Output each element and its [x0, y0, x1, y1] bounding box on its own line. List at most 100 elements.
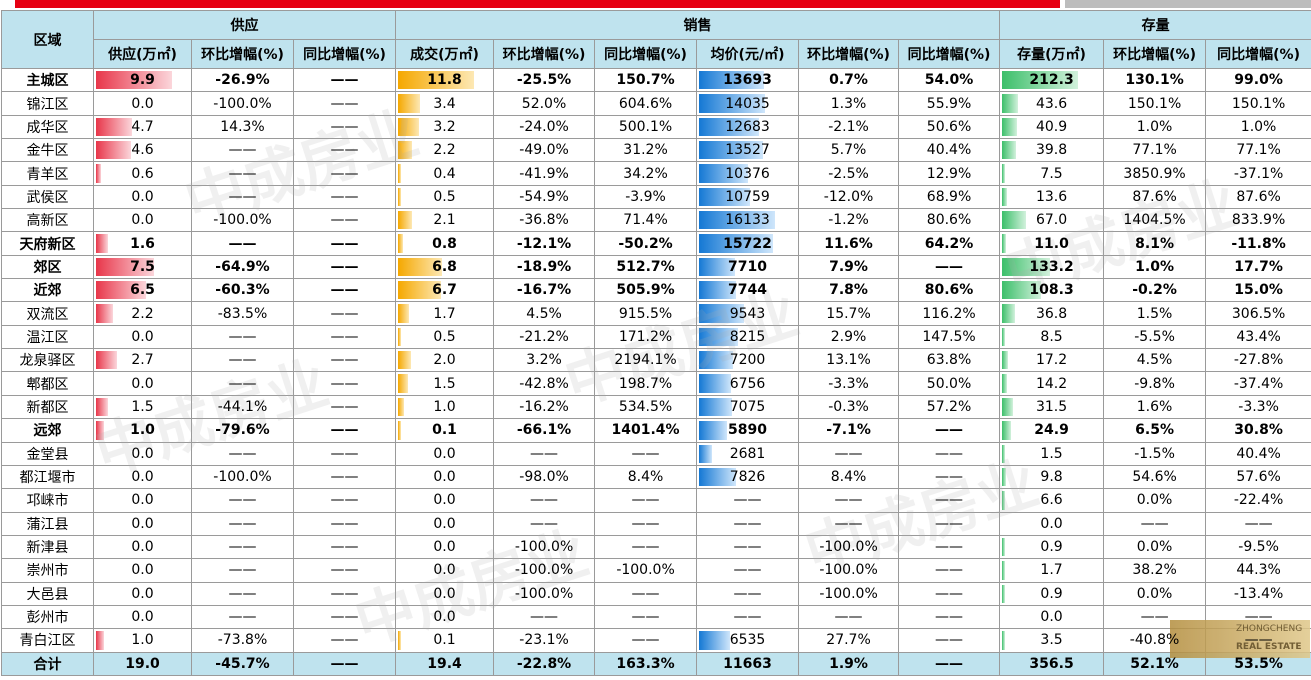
cell-value: ——	[228, 539, 257, 556]
cell-value: -26.9%	[215, 72, 270, 89]
cell-value: 3.2%	[526, 352, 562, 369]
data-cell: 77.1%	[1103, 138, 1207, 163]
data-cell: 0.5	[395, 324, 495, 350]
value-bar	[699, 327, 738, 347]
cell-value: 10376	[725, 165, 770, 182]
data-cell: ——	[696, 581, 800, 606]
data-cell: 0.0%	[1103, 581, 1207, 606]
data-cell: ——	[292, 418, 397, 443]
cell-value: 3850.9%	[1123, 165, 1186, 182]
cell-value: 212.3	[1029, 72, 1074, 89]
cell-value: 15.0%	[1234, 282, 1283, 299]
value-bar	[96, 257, 154, 277]
data-cell: ——	[493, 488, 596, 513]
region-name-cell: 成华区	[1, 114, 94, 140]
header-sales: 销售	[395, 10, 1001, 40]
table-row: 武侯区 0.0 —— —— 0.5 -54.9% -3.9% 10759 -12.0% 68.9%…	[1, 184, 1311, 210]
data-cell: 0.0	[93, 558, 192, 583]
cell-value: 163.3%	[616, 655, 675, 672]
cell-value: ——	[228, 188, 257, 205]
cell-value: 4.5%	[1136, 352, 1173, 369]
region-name-cell: 合计	[1, 651, 94, 676]
data-cell: 4.5%	[493, 301, 596, 326]
cell-value: ——	[631, 609, 660, 626]
cell-value: 13.1%	[826, 352, 871, 369]
data-cell: 11663	[696, 651, 800, 676]
data-cell: 6.7	[395, 278, 495, 303]
table-row: 郊区 7.5 -64.9% —— 6.8 -18.9% 512.7% 7710 7.9% —— 13…	[1, 254, 1311, 280]
cell-value: 19.0	[125, 655, 160, 672]
cell-value: ——	[330, 235, 359, 252]
data-cell: 36.8	[999, 301, 1105, 326]
table-row: 远郊 1.0 -79.6% —— 0.1 -66.1% 1401.4% 5890 -7.1% ——…	[1, 418, 1311, 443]
cell-value: 0.9	[1040, 539, 1063, 556]
cell-value: 27.7%	[826, 632, 871, 649]
data-cell: 6756	[696, 371, 800, 396]
cell-value: 7744	[728, 282, 768, 299]
cell-value: -54.9%	[519, 188, 569, 205]
region-name-cell: 都江堰市	[1, 464, 94, 490]
data-cell: 171.2%	[594, 324, 698, 350]
cell-value: ——	[330, 398, 359, 415]
cell-value: 1.0%	[1240, 118, 1277, 135]
cell-value: ——	[1140, 609, 1169, 626]
data-cell: ——	[493, 441, 596, 466]
data-cell: 0.0	[93, 324, 192, 350]
cell-value: ——	[1140, 515, 1169, 532]
data-cell: 8.4%	[798, 464, 900, 490]
cell-value: 34.2%	[623, 165, 668, 182]
value-bar	[1002, 71, 1079, 90]
cell-value: 1.0	[130, 422, 155, 439]
data-cell: 1.5	[93, 394, 192, 420]
data-cell: -98.0%	[493, 464, 596, 490]
region-name-cell: 崇州市	[1, 558, 94, 583]
cell-value: 77.1%	[1132, 142, 1177, 159]
data-cell: ——	[292, 138, 397, 163]
region-data-table: 区域 供应 销售 存量 供应(万㎡) 环比增幅(%) 同比增幅(%) 成交(万㎡…	[1, 10, 1311, 676]
data-cell: 306.5%	[1205, 301, 1311, 326]
region-name-cell: 双流区	[1, 301, 94, 326]
data-cell: ——	[696, 604, 800, 630]
value-bar	[699, 211, 776, 230]
cell-value: 0.0	[131, 445, 154, 462]
data-cell: -12.1%	[493, 231, 596, 256]
cell-value: 31.2%	[623, 142, 668, 159]
value-bar	[96, 631, 104, 650]
cell-value: -73.8%	[217, 632, 268, 649]
data-cell: ——	[292, 558, 397, 583]
data-cell: 0.0	[93, 441, 192, 466]
data-cell: 6.8	[395, 254, 495, 280]
cell-value: ——	[935, 422, 964, 439]
value-bar	[398, 374, 408, 393]
data-cell: 6.5%	[1103, 418, 1207, 443]
value-bar	[1002, 94, 1018, 113]
cell-value: 1401.4%	[611, 422, 680, 439]
data-cell: ——	[191, 138, 294, 163]
cell-value: 7.5	[1040, 165, 1063, 182]
data-cell: -5.5%	[1103, 324, 1207, 350]
value-bar	[398, 304, 409, 323]
data-cell: -79.6%	[191, 418, 294, 443]
cell-value: 150.7%	[616, 72, 675, 89]
cell-value: -7.1%	[826, 422, 871, 439]
region-name-cell: 天府新区	[1, 231, 94, 256]
cell-value: 11.0	[1034, 235, 1069, 252]
cell-value: ——	[330, 282, 359, 299]
value-bar	[699, 71, 764, 90]
cell-value: 116.2%	[922, 305, 976, 322]
cell-value: -21.2%	[519, 328, 569, 345]
data-cell: ——	[1205, 511, 1311, 536]
cell-value: 2.9%	[830, 328, 867, 345]
cell-value: ——	[330, 375, 359, 392]
value-bar	[699, 397, 733, 417]
cell-value: 50.0%	[926, 375, 972, 392]
data-cell: ——	[898, 441, 1001, 466]
data-cell: ——	[191, 581, 294, 606]
table-row: 主城区 9.9 -26.9% —— 11.8 -25.5% 150.7% 13693 0.7% 5…	[1, 67, 1311, 93]
cell-value: 6.8	[432, 258, 457, 275]
region-name-cell: 龙泉驿区	[1, 348, 94, 373]
data-cell: 4.7	[93, 114, 192, 140]
cell-value: ——	[631, 492, 660, 509]
data-cell: ——	[1103, 511, 1207, 536]
cell-value: 80.6%	[924, 282, 974, 299]
